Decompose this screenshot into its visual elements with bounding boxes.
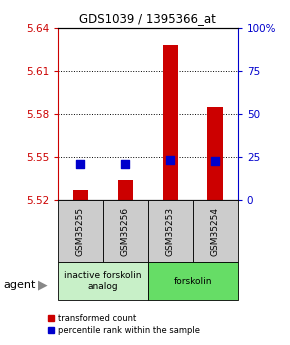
- Title: GDS1039 / 1395366_at: GDS1039 / 1395366_at: [79, 12, 216, 25]
- Bar: [58, 262, 148, 300]
- Text: agent: agent: [3, 280, 35, 289]
- Bar: [58, 200, 103, 262]
- Bar: [193, 200, 238, 262]
- Bar: [207, 107, 223, 200]
- Bar: [162, 45, 178, 200]
- Bar: [148, 200, 193, 262]
- Text: forskolin: forskolin: [174, 277, 212, 286]
- Point: [78, 161, 83, 167]
- Bar: [72, 190, 88, 200]
- Text: GSM35255: GSM35255: [76, 207, 85, 256]
- Bar: [117, 180, 133, 200]
- Bar: [103, 200, 148, 262]
- Point: [168, 157, 173, 162]
- Text: GSM35256: GSM35256: [121, 207, 130, 256]
- Point: [123, 161, 128, 167]
- Text: inactive forskolin
analog: inactive forskolin analog: [64, 272, 142, 291]
- Bar: [148, 262, 238, 300]
- Text: ▶: ▶: [38, 278, 47, 291]
- Legend: transformed count, percentile rank within the sample: transformed count, percentile rank withi…: [48, 314, 200, 335]
- Text: GSM35254: GSM35254: [211, 207, 220, 256]
- Point: [213, 158, 218, 164]
- Text: GSM35253: GSM35253: [166, 207, 175, 256]
